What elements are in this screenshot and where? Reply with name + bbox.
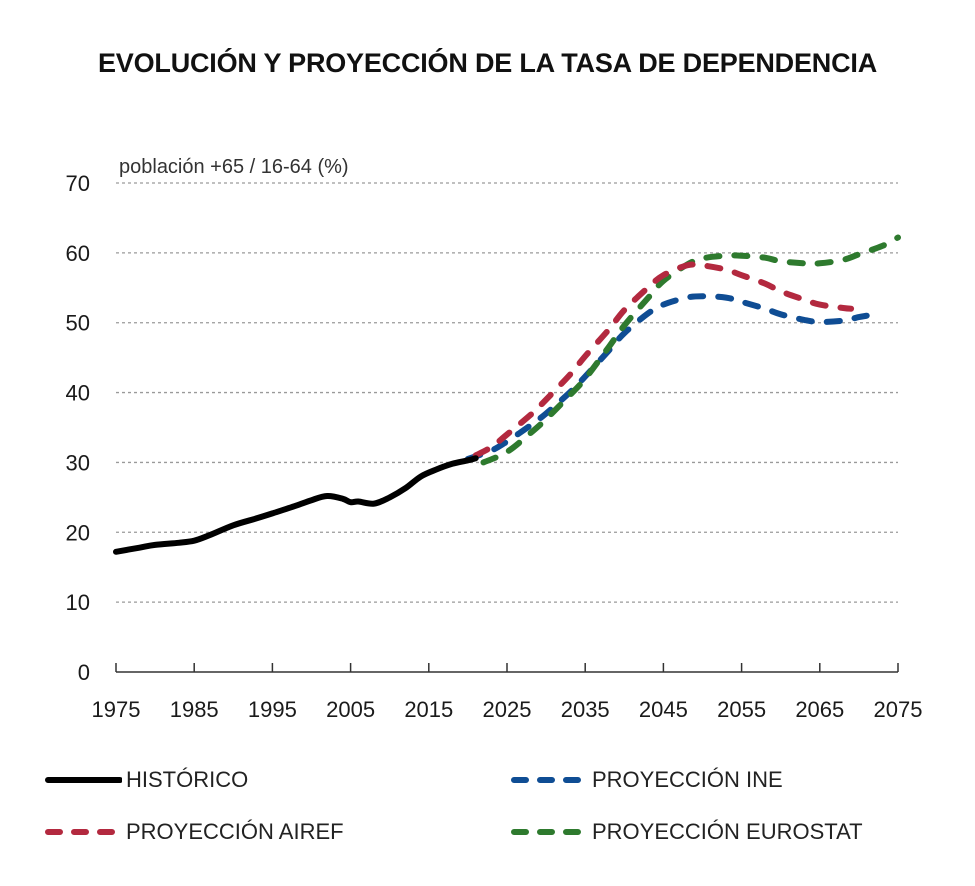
- x-tick-label-2035: 2035: [561, 697, 610, 722]
- legend-label-historico: HISTÓRICO: [126, 767, 249, 792]
- series-lines: [113, 234, 901, 555]
- y-tick-label-40: 40: [66, 381, 90, 406]
- legend-swatch-solid-black: [44, 776, 122, 784]
- y-tick-label-10: 10: [66, 590, 90, 615]
- y-axis-unit-label: población +65 / 16-64 (%): [119, 156, 349, 178]
- legend-item-airef: PROYECCIÓN AIREF: [44, 819, 344, 845]
- legend-item-eurostat: PROYECCIÓN EUROSTAT: [510, 819, 863, 845]
- legend-swatch-dashed-blue: [510, 776, 588, 784]
- legend-swatch-dashed-red: [44, 828, 122, 836]
- x-tick-label-2005: 2005: [326, 697, 375, 722]
- grid-lines: [116, 182, 898, 603]
- chart-plot: 0 10 20 30 40 50 60 70 1975 1985 1995 2005 2015 2025 2…: [66, 156, 923, 722]
- x-tick-label-2045: 2045: [639, 697, 688, 722]
- y-tick-label-60: 60: [66, 241, 90, 266]
- series-line-hist-rico: [113, 455, 479, 555]
- axes: 0 10 20 30 40 50 60 70 1975 1985 1995 2005 2015 2025 2…: [66, 171, 923, 722]
- y-tick-label-20: 20: [66, 520, 90, 545]
- x-tick-label-2025: 2025: [483, 697, 532, 722]
- x-tick-label-2015: 2015: [404, 697, 453, 722]
- legend-label-eurostat: PROYECCIÓN EUROSTAT: [592, 819, 863, 844]
- y-tick-label-70: 70: [66, 171, 90, 196]
- x-tick-label-1985: 1985: [170, 697, 219, 722]
- x-tick-label-1975: 1975: [92, 697, 141, 722]
- x-tick-label-2065: 2065: [795, 697, 844, 722]
- x-tick-label-2075: 2075: [874, 697, 923, 722]
- y-tick-label-50: 50: [66, 311, 90, 336]
- series-line-proyecci-n-ine: [464, 293, 870, 462]
- legend-item-historico: HISTÓRICO: [44, 767, 248, 793]
- series-line-proyecci-n-airef: [472, 261, 855, 459]
- x-tick-label-1995: 1995: [248, 697, 297, 722]
- y-tick-label-30: 30: [66, 450, 90, 475]
- series-line-proyecci-n-eurostat: [480, 234, 901, 466]
- legend-item-ine: PROYECCIÓN INE: [510, 767, 783, 793]
- legend-label-ine: PROYECCIÓN INE: [592, 767, 783, 792]
- legend-swatch-dashed-green: [510, 828, 588, 836]
- legend-label-airef: PROYECCIÓN AIREF: [126, 819, 344, 844]
- chart-title: EVOLUCIÓN Y PROYECCIÓN DE LA TASA DE DEP…: [97, 48, 877, 78]
- y-tick-label-0: 0: [78, 660, 90, 685]
- x-tick-label-2055: 2055: [717, 697, 766, 722]
